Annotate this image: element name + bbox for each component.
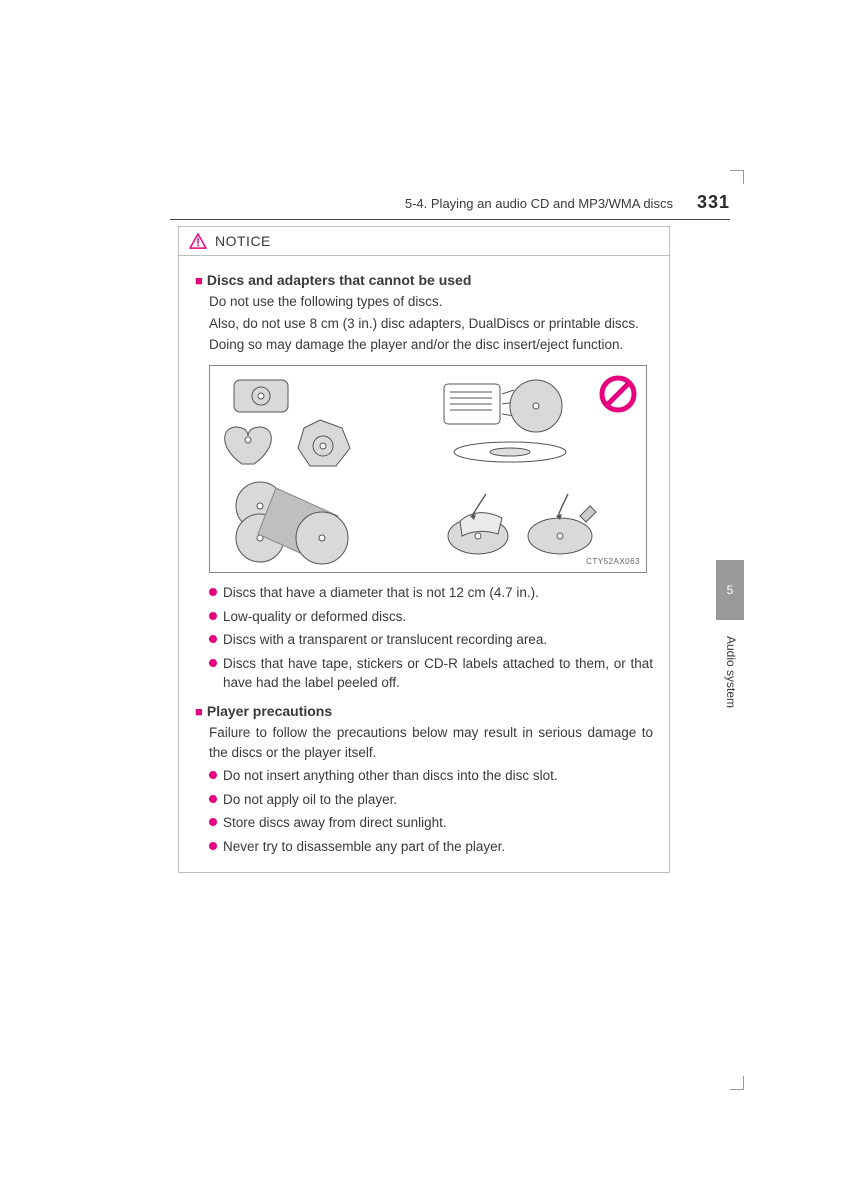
paragraph: Also, do not use 8 cm (3 in.) disc adapt… [209, 314, 653, 334]
list-item: Discs that have tape, stickers or CD-R l… [209, 654, 653, 693]
chapter-label: Audio system [724, 636, 738, 708]
topic-player-precautions: ■ Player precautions [195, 701, 653, 721]
page-header: 5-4. Playing an audio CD and MP3/WMA dis… [170, 192, 730, 220]
bullet-text: Do not insert anything other than discs … [223, 766, 653, 786]
warning-triangle-icon [189, 233, 207, 249]
bullet-icon [209, 818, 217, 826]
paragraph: Do not use the following types of discs. [209, 292, 653, 312]
bullet-icon [209, 588, 217, 596]
list-item: Store discs away from direct sunlight. [209, 813, 653, 833]
square-bullet-icon: ■ [195, 705, 203, 718]
chapter-number: 5 [727, 583, 734, 597]
paragraph: Doing so may damage the player and/or th… [209, 335, 653, 355]
bullet-icon [209, 612, 217, 620]
crop-mark-tr [730, 170, 744, 184]
list-item: Discs that have a diameter that is not 1… [209, 583, 653, 603]
illustration-code: CTY52AX063 [586, 556, 640, 568]
square-bullet-icon: ■ [195, 274, 203, 287]
bullet-text: Discs that have a diameter that is not 1… [223, 583, 653, 603]
bullet-text: Store discs away from direct sunlight. [223, 813, 653, 833]
bullet-text: Discs that have tape, stickers or CD-R l… [223, 654, 653, 693]
chapter-tab: 5 [716, 560, 744, 620]
bullet-icon [209, 771, 217, 779]
bullet-icon [209, 795, 217, 803]
disc-shapes-svg [210, 366, 648, 574]
list-item: Do not apply oil to the player. [209, 790, 653, 810]
bullet-icon [209, 659, 217, 667]
notice-body: ■ Discs and adapters that cannot be used… [179, 256, 669, 872]
bullet-text: Discs with a transparent or translucent … [223, 630, 653, 650]
bullet-text: Low-quality or deformed discs. [223, 607, 653, 627]
section-title: 5-4. Playing an audio CD and MP3/WMA dis… [405, 196, 673, 211]
crop-mark-br [730, 1076, 744, 1090]
topic-title: Player precautions [207, 701, 332, 721]
list-item: Discs with a transparent or translucent … [209, 630, 653, 650]
notice-box: NOTICE ■ Discs and adapters that cannot … [178, 226, 670, 873]
paragraph: Failure to follow the precautions below … [209, 723, 653, 762]
page-number: 331 [697, 192, 730, 213]
bullet-text: Never try to disassemble any part of the… [223, 837, 653, 857]
bullet-icon [209, 635, 217, 643]
list-item: Do not insert anything other than discs … [209, 766, 653, 786]
notice-label: NOTICE [215, 233, 271, 249]
bullet-icon [209, 842, 217, 850]
prohibited-icon [598, 374, 638, 414]
bullet-text: Do not apply oil to the player. [223, 790, 653, 810]
list-item: Never try to disassemble any part of the… [209, 837, 653, 857]
topic-discs-adapters: ■ Discs and adapters that cannot be used [195, 270, 653, 290]
topic-title: Discs and adapters that cannot be used [207, 270, 472, 290]
notice-header: NOTICE [179, 227, 669, 256]
list-item: Low-quality or deformed discs. [209, 607, 653, 627]
disc-illustration: CTY52AX063 [209, 365, 647, 573]
